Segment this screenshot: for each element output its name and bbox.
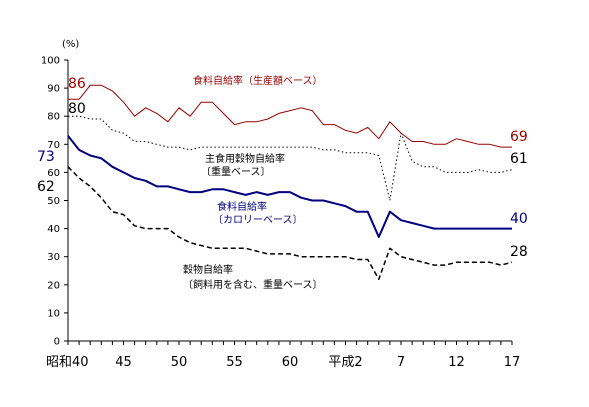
x-tick-label: 12 xyxy=(448,355,465,370)
series-end-label: 69 xyxy=(510,129,528,145)
y-tick-label: 40 xyxy=(47,224,60,235)
x-tick-label: 50 xyxy=(171,355,188,370)
series-end-label: 40 xyxy=(510,211,528,227)
series-name-label: 主食用穀物自給率 xyxy=(205,152,285,165)
x-tick-label: 7 xyxy=(397,355,405,370)
series-start-label: 62 xyxy=(37,179,55,195)
labels-group: 86 69 80 61 73 40 62 28 食料自給率（生産額ベース） 主食用穀物自給率〔重量… xyxy=(37,74,528,291)
series-name-label: 〔重量ベース〕 xyxy=(201,165,271,178)
y-tick-label: 50 xyxy=(47,196,60,207)
x-tick-label: 45 xyxy=(115,355,132,370)
x-tick-label: 60 xyxy=(282,355,299,370)
series-name-label: 食料自給率 xyxy=(217,200,267,213)
x-tick-label: 平成2 xyxy=(328,355,362,370)
series-start-label: 73 xyxy=(37,149,55,165)
y-tick-label: 30 xyxy=(47,252,60,263)
x-tick-label: 55 xyxy=(226,355,243,370)
y-tick-label: 80 xyxy=(47,112,60,123)
series-name-label: 〔飼料用を含む、重量ベース〕 xyxy=(183,278,323,291)
series-name-label: 食料自給率（生産額ベース） xyxy=(193,74,323,87)
y-unit-label: (%) xyxy=(62,39,79,50)
series-end-label: 28 xyxy=(510,244,528,260)
series-line-grain-feed xyxy=(67,166,513,280)
y-tick-label: 70 xyxy=(47,140,60,151)
y-tick-label: 20 xyxy=(47,280,60,291)
series-line-grain-staple xyxy=(68,115,513,201)
series-line-food-production xyxy=(68,84,512,148)
series-start-label: 86 xyxy=(68,76,86,92)
y-tick-label: 0 xyxy=(54,337,60,348)
series-name-label: 穀物自給率 xyxy=(183,263,233,276)
y-tick-label: 10 xyxy=(47,308,60,319)
series-line-food-calorie xyxy=(67,135,512,238)
series-lines-group xyxy=(67,84,513,280)
y-tick-label: 60 xyxy=(47,168,60,179)
x-tick-label: 17 xyxy=(504,355,521,370)
x-tick-label: 昭和40 xyxy=(46,355,89,370)
y-tick-label: 90 xyxy=(47,84,60,95)
series-start-label: 80 xyxy=(68,101,86,117)
series-name-label: 〔カロリーベース〕 xyxy=(213,214,303,226)
y-tick-label: 100 xyxy=(41,56,60,67)
axes-group: 0 10 20 30 40 50 60 70 80 90 100(%) 昭和40 45 50 55 60 平成2… xyxy=(41,39,520,370)
series-end-label: 61 xyxy=(510,151,528,167)
